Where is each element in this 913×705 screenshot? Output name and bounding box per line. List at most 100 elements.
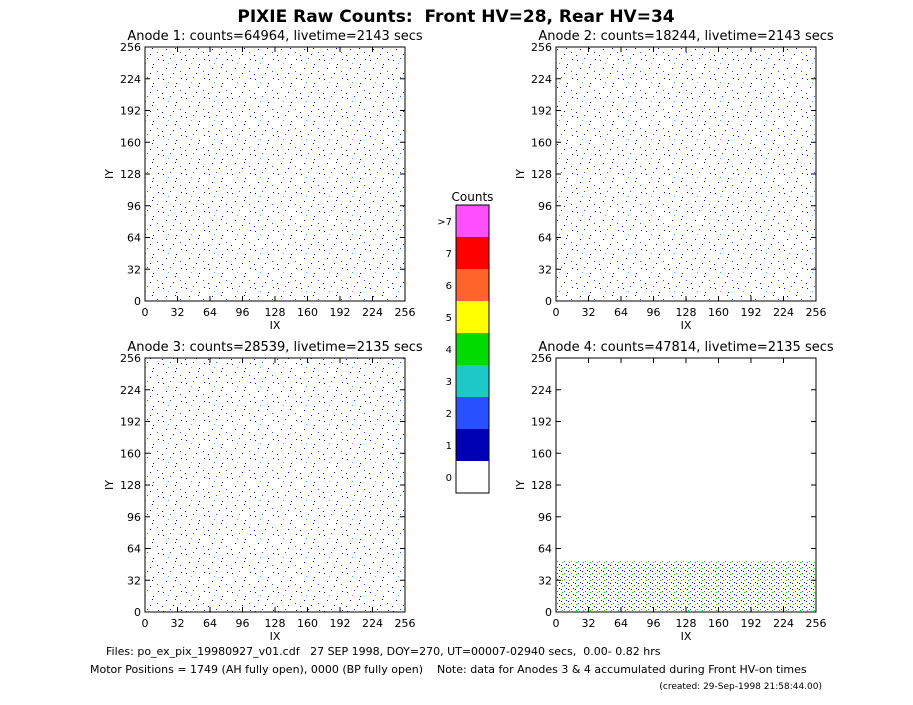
y-tick-label: 192: [120, 105, 141, 118]
x-tick-label: 160: [297, 306, 318, 319]
y-tick-label: 0: [545, 606, 552, 619]
y-tick-label: 128: [120, 479, 141, 492]
x-tick-label: 256: [806, 617, 827, 630]
y-tick-label: 160: [531, 447, 552, 460]
x-tick-label: 64: [614, 306, 628, 319]
panel: Anode 1: counts=64964, livetime=2143 sec…: [103, 29, 423, 332]
colorbar-swatch: [456, 333, 489, 365]
y-tick-label: 32: [127, 263, 141, 276]
x-axis-label: IX: [270, 319, 281, 332]
y-tick-label: 32: [127, 574, 141, 587]
y-tick-label: 96: [538, 200, 552, 213]
colorbar-label: 7: [446, 249, 452, 260]
colorbar-swatch: [456, 429, 489, 461]
x-tick-label: 224: [362, 617, 383, 630]
y-tick-label: 128: [120, 168, 141, 181]
y-axis-label: IY: [514, 169, 527, 179]
colorbar: Counts 0 1 2 3 4 5 6 7 >7: [437, 190, 493, 494]
y-tick-label: 96: [127, 200, 141, 213]
y-tick-label: 192: [120, 416, 141, 429]
count-texture: [145, 358, 405, 612]
y-tick-label: 224: [120, 384, 141, 397]
y-tick-label: 160: [120, 136, 141, 149]
y-tick-label: 256: [531, 352, 552, 365]
x-tick-label: 224: [362, 306, 383, 319]
y-tick-label: 96: [538, 511, 552, 524]
colorbar-label: 6: [446, 281, 452, 292]
x-tick-label: 32: [582, 617, 596, 630]
x-tick-label: 32: [171, 306, 185, 319]
y-tick-label: 256: [120, 352, 141, 365]
colorbar-swatch: [456, 461, 489, 493]
x-tick-label: 192: [330, 306, 351, 319]
x-tick-label: 192: [741, 306, 762, 319]
x-tick-label: 96: [647, 306, 661, 319]
x-tick-label: 128: [676, 617, 697, 630]
y-tick-label: 256: [120, 41, 141, 54]
x-tick-label: 160: [297, 617, 318, 630]
y-tick-label: 192: [531, 105, 552, 118]
x-tick-label: 224: [773, 306, 794, 319]
y-tick-label: 64: [538, 543, 552, 556]
colorbar-swatch: [456, 301, 489, 333]
colorbar-frame: [455, 204, 490, 494]
footer-created: (created: 29-Sep-1998 21:58:44.00): [659, 682, 822, 692]
x-tick-label: 0: [553, 306, 560, 319]
panel-title: Anode 3: counts=28539, livetime=2135 sec…: [127, 340, 423, 355]
x-tick-label: 192: [741, 617, 762, 630]
y-tick-label: 160: [531, 136, 552, 149]
x-tick-label: 160: [708, 306, 729, 319]
y-tick-label: 224: [531, 384, 552, 397]
x-axis-label: IX: [270, 630, 281, 643]
x-tick-label: 256: [395, 306, 416, 319]
x-tick-label: 256: [806, 306, 827, 319]
y-tick-label: 0: [134, 606, 141, 619]
x-tick-label: 32: [171, 617, 185, 630]
x-tick-label: 96: [236, 617, 250, 630]
colorbar-label: 3: [446, 377, 452, 388]
y-tick-label: 224: [120, 73, 141, 86]
panel: Anode 2: counts=18244, livetime=2143 sec…: [514, 29, 834, 332]
colorbar-label: 0: [446, 473, 452, 484]
panel: Anode 4: counts=47814, livetime=2135 sec…: [514, 340, 834, 643]
colorbar-swatch: [456, 237, 489, 269]
x-tick-label: 128: [676, 306, 697, 319]
x-tick-label: 64: [614, 617, 628, 630]
page-title: PIXIE Raw Counts: Front HV=28, Rear HV=3…: [237, 7, 674, 27]
y-axis-label: IY: [514, 480, 527, 490]
x-axis-label: IX: [681, 630, 692, 643]
colorbar-swatch: [456, 397, 489, 429]
x-tick-label: 96: [236, 306, 250, 319]
footer-motor: Motor Positions = 1749 (AH fully open), …: [90, 663, 807, 676]
y-tick-label: 64: [127, 543, 141, 556]
y-tick-label: 64: [127, 232, 141, 245]
y-tick-label: 96: [127, 511, 141, 524]
y-tick-label: 64: [538, 232, 552, 245]
panel-title: Anode 1: counts=64964, livetime=2143 sec…: [127, 29, 423, 44]
colorbar-label: >7: [437, 217, 452, 228]
x-tick-label: 64: [203, 306, 217, 319]
panels: Anode 1: counts=64964, livetime=2143 sec…: [103, 29, 834, 643]
x-tick-label: 0: [553, 617, 560, 630]
x-tick-label: 192: [330, 617, 351, 630]
panel-title: Anode 4: counts=47814, livetime=2135 sec…: [538, 340, 834, 355]
x-tick-label: 0: [142, 306, 149, 319]
y-tick-label: 32: [538, 574, 552, 587]
x-tick-label: 160: [708, 617, 729, 630]
x-tick-label: 128: [265, 306, 286, 319]
x-tick-label: 32: [582, 306, 596, 319]
footer-files: Files: po_ex_pix_19980927_v01.cdf 27 SEP…: [106, 645, 661, 658]
x-tick-label: 0: [142, 617, 149, 630]
colorbar-label: 5: [446, 313, 452, 324]
y-tick-label: 0: [545, 295, 552, 308]
x-tick-label: 256: [395, 617, 416, 630]
y-axis-label: IY: [103, 480, 116, 490]
x-tick-label: 64: [203, 617, 217, 630]
x-axis-label: IX: [681, 319, 692, 332]
count-texture: [556, 561, 816, 612]
count-texture: [556, 47, 816, 301]
colorbar-label: 4: [446, 345, 452, 356]
y-tick-label: 256: [531, 41, 552, 54]
count-texture: [145, 47, 405, 301]
